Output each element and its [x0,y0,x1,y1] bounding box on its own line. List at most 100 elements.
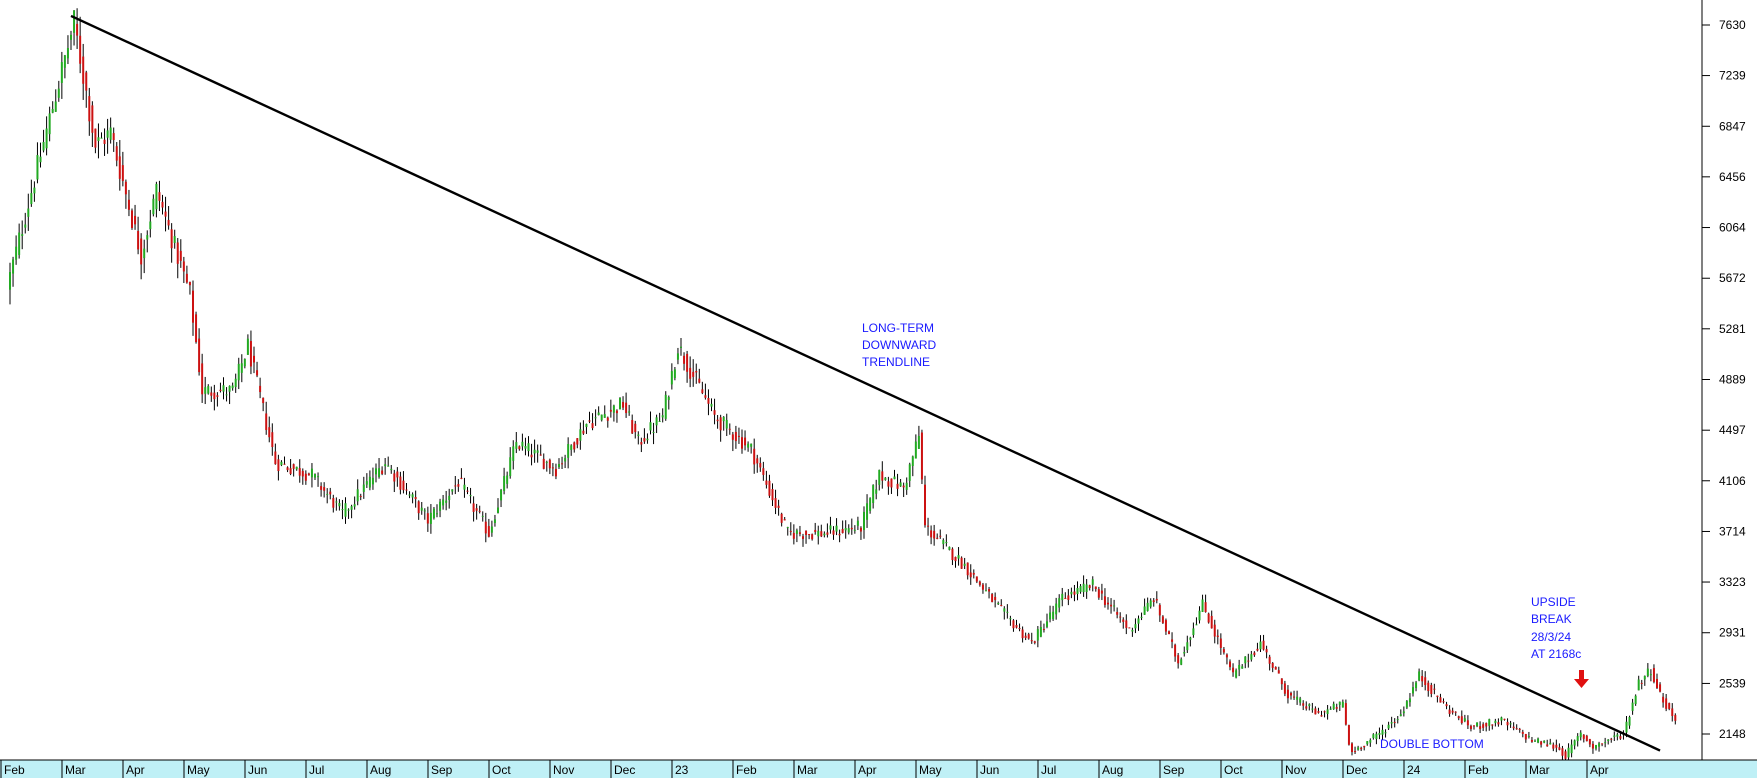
candle [1341,699,1344,708]
candle [737,427,740,444]
candle-body [1274,666,1277,670]
candle-body [234,378,237,387]
candle [115,142,118,167]
candle-body [70,34,72,40]
candle-body [1119,616,1122,618]
candle-body [1049,612,1052,620]
candle [1512,722,1515,731]
candle [1110,598,1113,614]
candle [1506,718,1509,731]
candle [619,397,621,410]
candle [686,350,689,383]
candle-body [1210,615,1213,629]
candle-body [1421,676,1424,682]
candle [1009,615,1012,626]
y-tick-label: 3323 [1719,575,1746,589]
candle [783,517,786,521]
candle-body [359,495,362,497]
candle [79,16,82,74]
candle-body [1335,707,1338,709]
candle [1473,725,1475,730]
candle [12,256,15,287]
candle [271,423,274,456]
candle-body [18,232,21,255]
candle [637,431,640,445]
candle [1262,634,1265,651]
candle [780,512,783,527]
candle-body [1634,695,1637,705]
candle-body [643,438,646,442]
candle [576,438,579,449]
candle-body [484,521,487,534]
candle-body [881,471,884,481]
candle [1555,739,1558,753]
candle [875,479,878,500]
candle-body [1308,704,1311,707]
candle [1518,727,1521,733]
candle [1613,731,1616,742]
candle-body [301,470,304,477]
candle [954,556,957,568]
candle-body [1320,715,1323,717]
candle-body [152,198,155,215]
candle [734,425,737,449]
candle [368,470,371,491]
candle-body [966,562,969,576]
candle-body [1244,656,1247,664]
candle-body [332,498,335,508]
candle [1454,711,1457,716]
candle-body [94,128,97,148]
candle-body [872,485,875,504]
candle-body [707,397,710,404]
candle [1122,617,1125,629]
candle [414,490,417,508]
candle [225,387,228,402]
candle-body [12,259,15,274]
candle [155,181,158,218]
candle [1607,739,1610,745]
candle-body [1235,670,1238,678]
candle-body [1122,619,1125,622]
candle [939,529,942,539]
y-tick-label: 4106 [1719,474,1746,488]
candle [33,181,36,202]
candle-body [356,489,359,502]
candle-body [320,486,323,490]
candle [1357,745,1360,751]
candle-body [695,371,698,373]
candle [920,429,923,485]
candle-body [637,434,640,436]
candle-body [988,589,991,592]
x-axis-band [0,760,1757,778]
candle-body [1509,723,1512,725]
candle-body [1091,579,1094,585]
x-tick-label: Oct [492,763,511,777]
candle-body [930,530,933,538]
candle-body [750,443,753,447]
candle-body [777,505,780,508]
candle-body [1451,710,1454,713]
candle-body [326,493,329,495]
candle [551,463,554,477]
candle [908,462,911,488]
candle [1332,701,1335,710]
candle-body [765,480,768,485]
candle-body [259,385,262,393]
candle [73,10,76,46]
candle-body [539,454,542,456]
candle-body [503,476,506,491]
candle [1015,619,1018,629]
candle-body [759,462,762,468]
candle [1189,636,1192,647]
candle-body [1229,661,1231,668]
candle [1649,669,1652,682]
candle [628,404,631,416]
candle [1384,729,1387,738]
candle-body [88,96,91,122]
candle-body [249,341,252,367]
candle-body [182,261,185,272]
candle-body [192,290,194,323]
candle [451,489,454,495]
candle [1652,664,1655,684]
